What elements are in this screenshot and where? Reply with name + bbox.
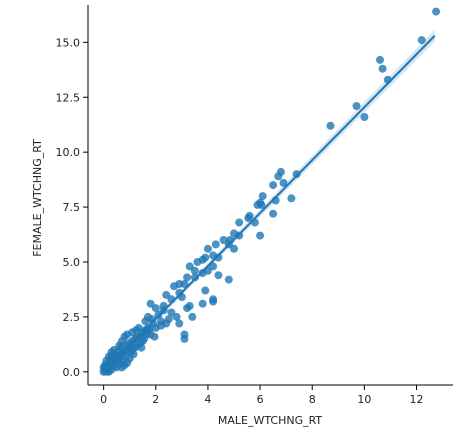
data-point	[258, 192, 267, 201]
y-tick-label: 2.5	[63, 311, 81, 324]
x-tick-label: 4	[204, 393, 211, 406]
y-tick-label: 5.0	[63, 256, 81, 269]
data-point	[128, 345, 137, 354]
data-point	[378, 64, 387, 73]
data-point	[123, 359, 132, 367]
data-point	[230, 244, 238, 253]
y-tick-label: 10.0	[56, 146, 81, 159]
x-tick-label: 2	[152, 393, 159, 406]
data-point	[162, 319, 171, 328]
data-point	[235, 218, 244, 227]
data-point	[193, 258, 202, 266]
data-point	[214, 271, 223, 280]
regression-layer	[102, 29, 436, 374]
y-tick-label: 7.5	[63, 201, 81, 214]
x-ticks: 0 2 4 6 8 10 12	[100, 385, 424, 406]
data-point	[180, 330, 189, 339]
data-point	[432, 7, 441, 16]
data-point	[360, 113, 369, 121]
data-point	[201, 286, 210, 295]
x-tick-label: 12	[410, 393, 424, 406]
data-point	[146, 330, 155, 339]
x-tick-label: 10	[357, 393, 371, 406]
data-point	[198, 299, 207, 308]
data-point	[185, 301, 194, 310]
data-point	[167, 308, 176, 317]
data-point	[203, 244, 212, 253]
data-point	[190, 266, 199, 275]
x-axis-label: MALE_WTCHNG_RT	[218, 414, 323, 427]
data-point	[326, 121, 335, 130]
data-point	[244, 214, 253, 223]
y-tick-label: 15.0	[56, 36, 81, 49]
data-point	[146, 299, 155, 308]
data-point	[214, 253, 223, 262]
data-point	[175, 319, 184, 328]
data-point	[376, 55, 384, 64]
data-point	[209, 297, 218, 306]
data-point	[224, 275, 233, 284]
data-point	[128, 328, 137, 337]
data-point	[190, 273, 199, 282]
data-point	[115, 341, 124, 350]
data-point	[417, 36, 426, 45]
data-point	[154, 310, 163, 319]
x-tick-label: 0	[100, 393, 107, 406]
data-point	[274, 172, 283, 181]
data-point	[352, 102, 361, 110]
data-point	[120, 332, 129, 341]
data-point	[183, 273, 192, 282]
y-tick-label: 0.0	[63, 366, 81, 379]
points-layer	[99, 7, 441, 376]
data-point	[279, 178, 288, 187]
x-tick-label: 6	[257, 393, 264, 406]
data-point	[136, 332, 145, 341]
data-point	[172, 312, 181, 321]
regression-line	[102, 35, 436, 373]
data-point	[269, 209, 278, 218]
data-point	[256, 231, 265, 240]
data-point	[287, 194, 296, 203]
x-tick-label: 8	[309, 393, 316, 406]
data-point	[134, 323, 143, 332]
data-point	[141, 317, 150, 326]
data-point	[209, 262, 218, 271]
data-point	[211, 240, 220, 249]
data-point	[269, 181, 278, 190]
data-point	[170, 282, 178, 291]
y-tick-label: 12.5	[56, 91, 81, 104]
data-point	[292, 170, 301, 179]
y-ticks: 0.0 2.5 5.0 7.5 10.0 12.5 15.0	[56, 36, 88, 379]
data-point	[230, 229, 238, 238]
y-axis-label: FEMALE_WTCHNG_RT	[31, 139, 44, 257]
data-point	[253, 200, 262, 209]
data-point	[188, 312, 197, 321]
